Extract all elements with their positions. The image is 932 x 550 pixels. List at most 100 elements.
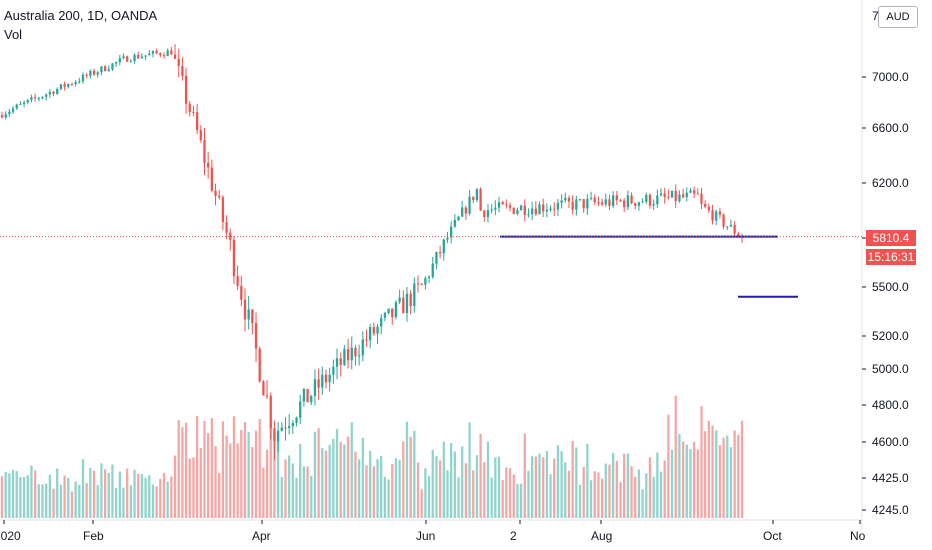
volume-bar xyxy=(162,472,166,518)
volume-bar xyxy=(578,485,582,518)
volume-bar xyxy=(276,440,280,518)
candle-body xyxy=(648,194,652,206)
candle-body xyxy=(582,199,585,209)
volume-bar xyxy=(70,491,74,518)
volume-bar xyxy=(151,484,155,518)
price-tick-label: 5200.0 xyxy=(872,329,909,343)
volume-bar xyxy=(545,451,549,518)
volume-bar xyxy=(19,476,22,518)
volume-bar xyxy=(689,448,692,518)
volume-bar xyxy=(63,475,66,518)
price-tick-label: 4425.0 xyxy=(872,471,909,485)
candle-body xyxy=(722,214,725,227)
candle-body xyxy=(612,195,615,206)
candle-body xyxy=(203,140,206,163)
candle-body xyxy=(92,70,96,75)
volume-bar xyxy=(652,476,655,518)
candle-body xyxy=(534,208,537,215)
volume-bar xyxy=(442,441,445,518)
volume-bar xyxy=(715,430,718,518)
candle-body xyxy=(151,51,155,54)
candle-body xyxy=(30,97,33,100)
candle-body xyxy=(173,54,177,59)
volume-bar xyxy=(681,441,685,518)
price-tick-label: 5500.0 xyxy=(872,280,909,294)
volume-bar xyxy=(516,483,519,518)
candle-body xyxy=(479,189,482,211)
volume-bar xyxy=(45,483,48,518)
candle-body xyxy=(523,205,526,216)
volume-bar xyxy=(523,433,526,518)
candle-body xyxy=(159,53,162,56)
candle-body xyxy=(453,220,456,227)
volume-bar xyxy=(424,468,427,518)
volume-bar xyxy=(59,484,63,518)
candle-body xyxy=(409,293,412,306)
volume-bar xyxy=(542,457,545,518)
candle-body xyxy=(37,98,40,100)
candle-body xyxy=(538,204,541,215)
candle-body xyxy=(656,195,659,205)
candle-body xyxy=(718,211,722,215)
volume-bar xyxy=(284,459,287,518)
candle-body xyxy=(162,55,166,57)
volume-bar xyxy=(173,455,177,518)
volume-bar xyxy=(589,480,593,518)
volume-bar xyxy=(737,434,740,518)
candle-body xyxy=(438,252,442,254)
volume-bar xyxy=(571,440,574,518)
volume-bar xyxy=(508,468,512,518)
volume-legend-label[interactable]: Vol xyxy=(4,27,23,42)
currency-button[interactable]: AUD xyxy=(878,6,918,28)
volume-bar xyxy=(354,451,357,518)
candle-body xyxy=(402,297,405,314)
volume-bar xyxy=(280,476,283,518)
volume-bar xyxy=(140,474,144,518)
volume-bar xyxy=(501,480,504,518)
volume-bar xyxy=(317,428,320,518)
candle-body xyxy=(626,195,630,208)
candle-body xyxy=(184,75,188,104)
candle-body xyxy=(645,194,648,202)
candle-body xyxy=(4,114,7,118)
volume-bar xyxy=(89,467,92,518)
volume-bar xyxy=(531,456,534,518)
candle-body xyxy=(531,208,534,215)
candle-body xyxy=(339,358,342,366)
volume-bar xyxy=(203,421,206,518)
volume-bar xyxy=(313,431,317,518)
volume-bar xyxy=(435,456,438,518)
volume-bar xyxy=(357,459,361,518)
candle-body xyxy=(221,197,225,223)
candle-body xyxy=(313,379,317,396)
candle-body xyxy=(490,209,493,211)
volume-bar xyxy=(391,463,394,518)
candle-body xyxy=(0,115,4,118)
candle-body xyxy=(464,207,468,214)
volume-bar xyxy=(626,453,630,518)
volume-bar xyxy=(258,418,261,518)
volume-bar xyxy=(306,466,309,518)
volume-bar xyxy=(567,470,571,518)
volume-bar xyxy=(22,477,26,518)
candle-body xyxy=(254,323,258,349)
volume-bar xyxy=(696,449,699,518)
volume-bar xyxy=(659,471,663,518)
volume-bar xyxy=(30,465,33,518)
volume-bar xyxy=(199,447,202,518)
volume-bar xyxy=(229,443,232,518)
volume-bar xyxy=(446,470,449,518)
volume-bar xyxy=(692,441,696,518)
volume-bar xyxy=(85,483,88,518)
volume-bar xyxy=(221,421,225,518)
candle-body xyxy=(129,61,132,63)
candle-body xyxy=(361,339,364,356)
candle-body xyxy=(56,88,59,95)
symbol-title[interactable]: Australia 200, 1D, OANDA xyxy=(4,8,158,23)
candle-body xyxy=(166,50,169,56)
candle-body xyxy=(199,130,202,141)
volume-bar xyxy=(184,422,188,518)
candle-body xyxy=(89,70,92,76)
candle-body xyxy=(177,58,180,66)
